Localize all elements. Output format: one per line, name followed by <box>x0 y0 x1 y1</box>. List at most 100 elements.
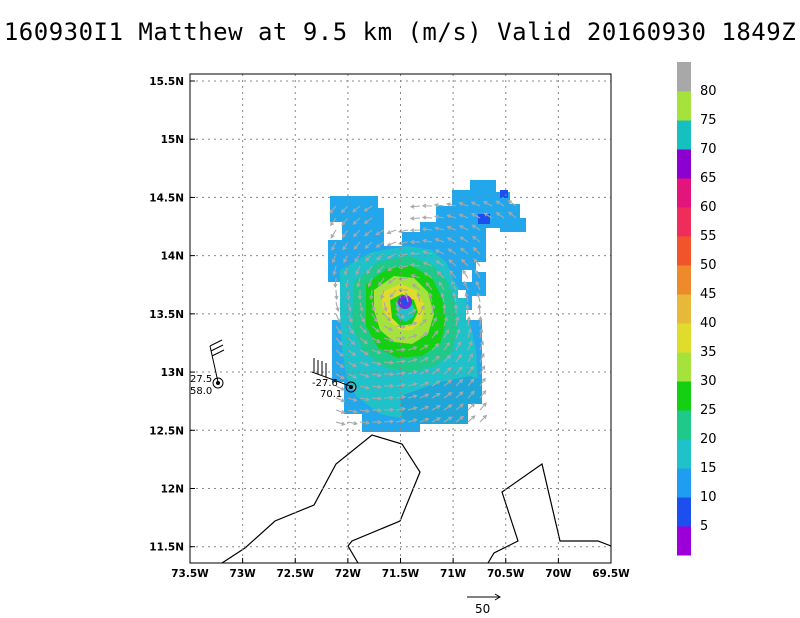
wind-arrow <box>395 301 399 311</box>
wind-arrow <box>364 229 373 237</box>
wind-arrow <box>347 361 357 367</box>
wind-arrow <box>407 346 417 351</box>
west-obs-marker <box>212 377 224 389</box>
wind-arrow <box>479 329 483 339</box>
colorbar-label: 50 <box>700 258 717 273</box>
wind-arrow <box>376 253 385 260</box>
wind-arrow <box>423 251 433 255</box>
wind-arrow <box>395 360 406 363</box>
wind-arrow <box>431 417 441 423</box>
wind-vectors <box>329 200 517 426</box>
lat-label: 15.5N <box>149 76 184 88</box>
wind-arrow <box>435 204 445 207</box>
lon-label: 71W <box>440 568 467 580</box>
colorbar-label: 70 <box>700 142 717 157</box>
wind-arrow <box>407 370 417 375</box>
colorbar-label: 40 <box>700 316 717 331</box>
coastline <box>221 434 611 563</box>
wind-arrow <box>359 361 369 366</box>
wind-arrow <box>479 402 487 411</box>
wind-arrow <box>353 241 361 250</box>
wind-arrow <box>335 361 344 368</box>
colorbar-label: 60 <box>700 200 717 215</box>
wind-arrow <box>335 421 345 425</box>
wind-arrow <box>347 397 357 402</box>
wind-arrow <box>370 289 373 300</box>
colorbar-label: 15 <box>700 461 717 476</box>
wind-arrow <box>483 201 493 207</box>
wind-arrow <box>395 419 405 423</box>
colorbar <box>677 62 691 556</box>
wind-arrow <box>431 355 440 363</box>
wind-arrow <box>496 212 505 219</box>
wind-arrow <box>407 382 417 387</box>
wind-arrow <box>460 236 469 243</box>
wind-arrow <box>410 205 421 208</box>
colorbar-label: 35 <box>700 345 717 360</box>
wind-arrow <box>447 203 457 207</box>
wind-arrow <box>460 247 469 255</box>
wind-arrow <box>353 229 361 237</box>
lon-label: 70.5W <box>487 568 525 580</box>
wind-region-south-blue <box>400 376 482 424</box>
wind-arrow <box>477 293 481 303</box>
wind-arrow <box>479 415 487 423</box>
wind-arrow <box>419 305 425 315</box>
wind-arrow <box>455 354 462 363</box>
wind-arrow <box>417 293 421 303</box>
colorbar-swatch <box>677 439 691 469</box>
wind-arrow <box>431 343 439 351</box>
wind-arrow <box>371 325 380 333</box>
wind-arrow <box>383 301 387 311</box>
wind-arrow <box>335 337 343 346</box>
wind-arrow <box>438 282 445 291</box>
map-title: 160930I1 Matthew at 9.5 km (m/s) Valid 2… <box>3 18 797 46</box>
wind-arrow <box>364 205 373 212</box>
wind-arrow <box>479 365 485 375</box>
wind-arrow <box>335 325 342 334</box>
wind-arrow <box>352 217 361 225</box>
colorbar-label: 30 <box>700 374 717 389</box>
wind-arrow <box>389 289 397 298</box>
wind-arrow <box>424 272 433 279</box>
wind-arrow <box>383 361 394 364</box>
wind-arrow <box>395 384 405 387</box>
wind-arrow <box>387 241 397 246</box>
west-obs-barb <box>209 339 225 383</box>
wind-arrow <box>419 381 429 387</box>
wind-arrow <box>347 409 357 413</box>
wind-arrow <box>359 349 369 355</box>
wind-arrow <box>365 253 373 262</box>
wind-arrow <box>437 271 445 279</box>
wind-arrow <box>443 379 452 387</box>
colorbar-label: 45 <box>700 287 717 302</box>
wind-arrow <box>461 259 469 267</box>
wind-arrow <box>405 293 409 303</box>
wind-arrow <box>359 325 367 334</box>
wind-arrow <box>467 378 475 387</box>
wind-arrow <box>465 293 469 303</box>
wind-arrow <box>473 258 481 267</box>
wind-arrow <box>371 397 382 400</box>
wind-arrow <box>484 212 493 219</box>
wind-arrow <box>443 342 450 351</box>
wind-arrow <box>474 270 481 279</box>
wind-arrow <box>479 390 486 399</box>
reference-vector: 50 <box>467 593 501 616</box>
colorbar-swatch <box>677 323 691 353</box>
wind-arrow <box>453 293 457 303</box>
wind-arrow <box>419 393 429 399</box>
lat-label: 13N <box>161 367 184 379</box>
wind-arrow <box>407 309 417 315</box>
colorbar-label: 5 <box>700 519 708 534</box>
wind-arrow <box>435 227 445 231</box>
wind-arrow <box>359 409 369 412</box>
colorbar-swatch <box>677 294 691 324</box>
wind-arrow <box>407 358 417 363</box>
wind-arrow <box>376 241 385 248</box>
wind-arrow <box>435 238 445 243</box>
lat-label: 13.5N <box>149 309 184 321</box>
wind-arrow <box>371 337 381 343</box>
wind-arrow <box>472 236 481 243</box>
